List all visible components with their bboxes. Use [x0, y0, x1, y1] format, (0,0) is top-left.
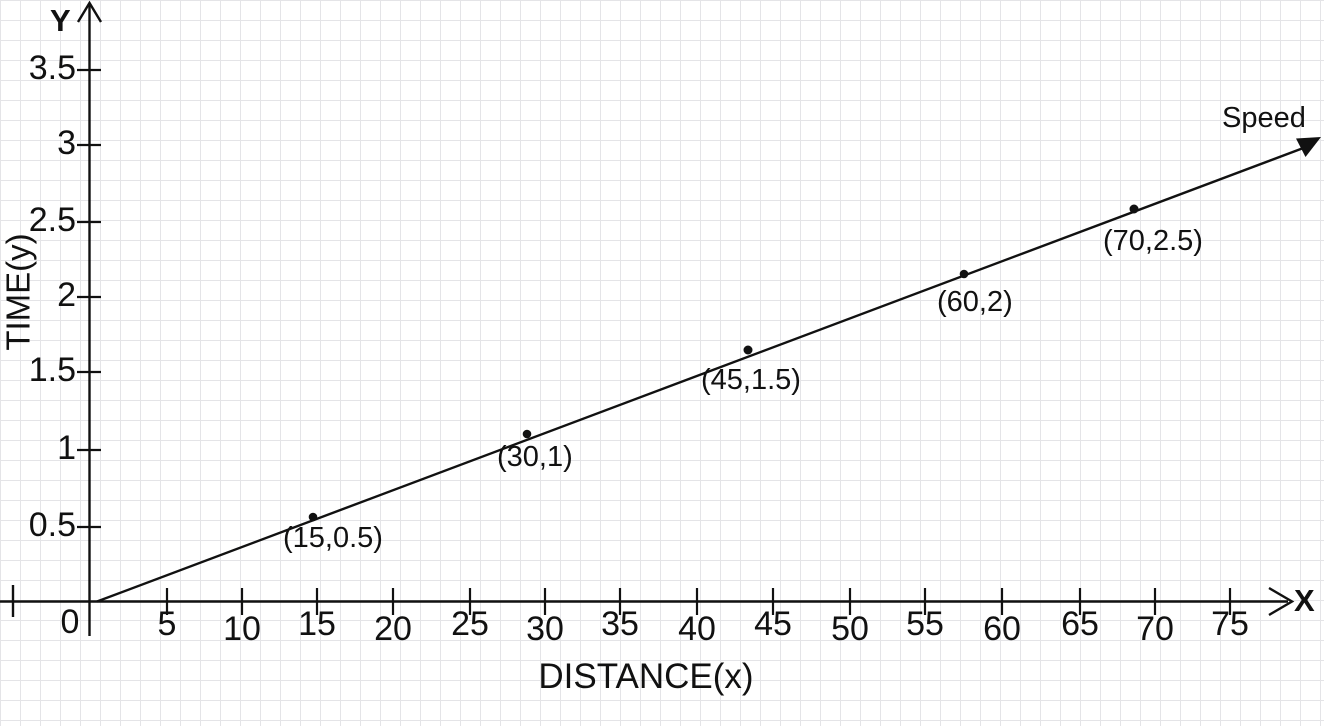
x-axis-ticks: [165, 588, 1232, 615]
x-tick-label: 35: [601, 605, 639, 643]
origin-label: 0: [60, 603, 80, 641]
x-tick-label: 15: [298, 605, 336, 643]
data-point-30-1: [522, 429, 532, 439]
data-points: [308, 204, 1139, 522]
y-tick-label: 1.5: [28, 351, 76, 389]
y-tick-label: 1: [57, 429, 76, 467]
point-label-60-2: (60,2): [937, 286, 1013, 318]
x-tick-label: 20: [374, 610, 412, 648]
x-tick-label: 60: [983, 610, 1021, 648]
y-tick-label: 3.5: [28, 49, 76, 87]
y-tick-label: 2: [57, 276, 76, 314]
x-tick-label: 50: [831, 610, 869, 648]
y-tick-label: 3: [57, 124, 76, 162]
y-axis-arrowhead-icon: [76, 0, 103, 23]
x-tick-label: 25: [451, 605, 489, 643]
x-tick-label: 75: [1211, 605, 1249, 643]
x-tick-label: 30: [526, 610, 564, 648]
speed-line: [96, 142, 1315, 603]
y-tick-label: 0.5: [28, 506, 76, 544]
data-point-70-2.5: [1129, 204, 1139, 214]
x-tick-label: 5: [157, 605, 177, 643]
x-axis-arrowhead-icon: [1268, 586, 1295, 617]
data-point-45-1.5: [743, 345, 753, 355]
speed-line-label: Speed: [1222, 102, 1306, 134]
y-axis-title: TIME(y): [0, 233, 37, 351]
x-tick-label: 10: [223, 610, 261, 648]
y-axis-ticks: [77, 68, 101, 529]
x-tick-label: 40: [678, 610, 716, 648]
speed-line-arrowhead-icon: [1296, 137, 1321, 157]
point-label-70-2.5: (70,2.5): [1103, 225, 1203, 257]
x-tick-label: 65: [1061, 605, 1099, 643]
point-label-15-0.5: (15,0.5): [283, 522, 383, 554]
x-tick-label: 55: [906, 605, 944, 643]
y-tick-label: 2.5: [28, 201, 76, 239]
y-axis-letter: Y: [50, 3, 71, 38]
point-label-30-1: (30,1): [497, 441, 573, 473]
x-tick-label: 70: [1136, 610, 1174, 648]
data-point-15-0.5: [308, 512, 318, 522]
data-point-60-2: [959, 269, 969, 279]
x-axis-letter: X: [1294, 583, 1315, 618]
x-tick-label: 45: [754, 605, 792, 643]
x-axis-title: DISTANCE(x): [538, 657, 754, 696]
point-label-45-1.5: (45,1.5): [701, 364, 801, 396]
